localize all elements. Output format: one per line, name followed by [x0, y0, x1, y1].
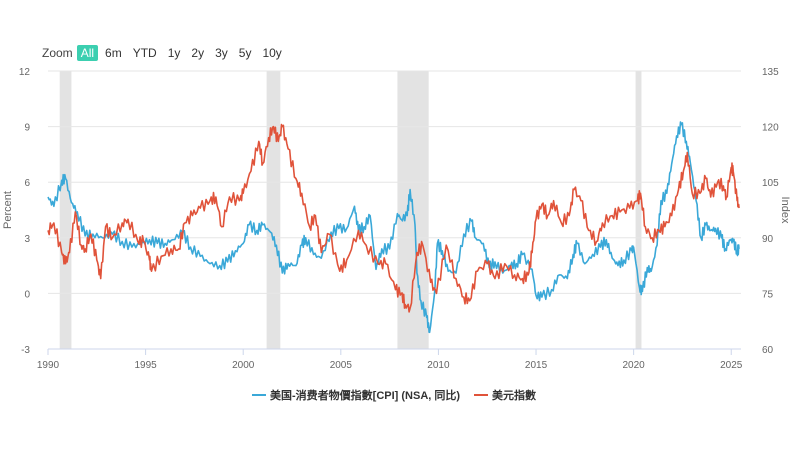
x-tick-label: 2000: [232, 360, 255, 371]
y-left-tick-label: 3: [24, 234, 30, 245]
zoom-button-3y[interactable]: 3y: [215, 46, 228, 60]
series-line-usd-index: [47, 123, 740, 313]
zoom-label: Zoom: [42, 46, 73, 60]
recession-band: [266, 71, 281, 349]
y-left-tick-label: -3: [21, 345, 30, 356]
y-right-tick-label: 120: [762, 123, 779, 134]
zoom-button-2y[interactable]: 2y: [191, 46, 205, 60]
series-line-cpi: [47, 121, 740, 334]
x-tick-label: 2015: [525, 360, 548, 371]
x-tick-label: 2005: [330, 360, 353, 371]
zoom-button-5y[interactable]: 5y: [238, 46, 252, 60]
recession-band: [59, 71, 72, 349]
axis-ticks: -3 0 3 6 9 12 60 75 90 105 120 135 1990 1995 2000 2005 2…: [19, 67, 779, 371]
recession-bands: [59, 71, 642, 349]
y-left-axis-title: Percent: [2, 191, 14, 229]
y-right-tick-label: 105: [762, 178, 779, 189]
zoom-button-1y[interactable]: 1y: [167, 46, 181, 60]
recession-band: [635, 71, 642, 349]
y-right-axis-title: Index: [779, 197, 791, 224]
x-tick-label: 2010: [427, 360, 450, 371]
legend-label-usd: 美元指數: [492, 388, 536, 402]
x-tick-label: 2020: [623, 360, 646, 371]
y-right-tick-label: 75: [762, 289, 774, 300]
y-left-tick-label: 12: [19, 67, 31, 78]
legend-item-usd[interactable]: 美元指數: [474, 388, 536, 402]
y-right-tick-label: 90: [762, 234, 774, 245]
legend: 美国-消费者物價指數[CPI] (NSA, 同比) 美元指數: [252, 388, 536, 402]
zoom-button-6m[interactable]: 6m: [105, 46, 122, 60]
zoom-button-10y[interactable]: 10y: [262, 46, 282, 60]
zoom-button-ytd[interactable]: YTD: [132, 46, 157, 60]
y-left-tick-label: 0: [24, 289, 30, 300]
x-tick-label: 1995: [134, 360, 157, 371]
y-right-tick-label: 135: [762, 67, 779, 78]
legend-label-cpi: 美国-消费者物價指數[CPI] (NSA, 同比): [270, 388, 460, 402]
legend-item-cpi[interactable]: 美国-消费者物價指數[CPI] (NSA, 同比): [252, 388, 460, 402]
y-left-tick-label: 6: [24, 178, 30, 189]
x-tick-label: 2025: [720, 360, 743, 371]
series-lines: [47, 121, 740, 334]
x-tick-label: 1990: [37, 360, 60, 371]
y-right-tick-label: 60: [762, 345, 774, 356]
zoom-button-all[interactable]: All: [76, 45, 99, 61]
y-left-tick-label: 9: [24, 123, 30, 134]
zoom-bar: Zoom All 6m YTD 1y 2y 3y 5y 10y: [42, 44, 289, 62]
